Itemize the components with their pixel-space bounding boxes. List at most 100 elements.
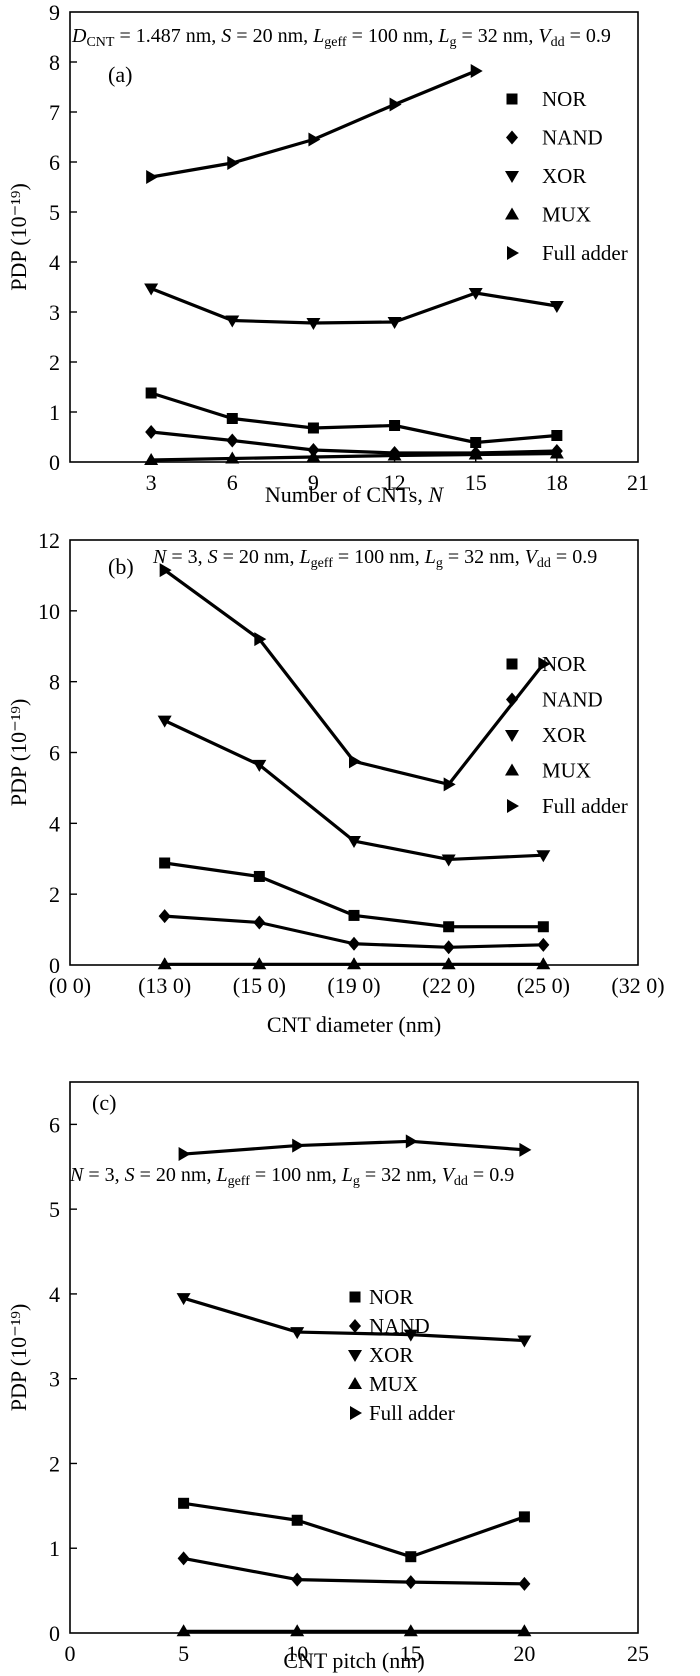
data-point [290, 1624, 305, 1637]
data-point [157, 957, 172, 970]
x-tick-label: 10 [286, 1641, 308, 1666]
y-tick-label: 5 [49, 200, 60, 225]
legend-label: MUX [369, 1372, 418, 1396]
y-tick-label: 2 [49, 350, 60, 375]
data-point [551, 430, 563, 441]
y-axis-label: PDP (10⁻¹⁹) [6, 699, 31, 807]
legend-label: NOR [542, 87, 586, 111]
data-point [443, 921, 455, 933]
y-tick-label: 9 [49, 0, 60, 25]
y-tick-label: 6 [49, 150, 60, 175]
legend-label: XOR [542, 164, 586, 188]
plot-frame [69, 11, 639, 463]
x-tick-label: 21 [627, 470, 649, 495]
series-nor [178, 1497, 530, 1563]
data-point [348, 909, 360, 921]
series-full-adder [178, 1134, 532, 1162]
data-point [253, 870, 265, 882]
data-point [176, 1293, 191, 1306]
y-tick-label: 4 [49, 250, 60, 275]
legend-marker [348, 1350, 362, 1362]
x-tick-label: (13 0) [138, 973, 191, 998]
legend-label: NAND [542, 126, 603, 150]
y-tick-label: 0 [49, 1621, 60, 1646]
data-point [308, 132, 321, 147]
series-mux [144, 446, 564, 465]
series-xor [144, 283, 564, 330]
data-point [517, 1335, 532, 1348]
chart-panel-2: (0 0) (13 0) (15 0) (19 0) (22 0) (25 0) (32 0… [6, 528, 665, 1037]
data-point [226, 413, 238, 424]
data-point [549, 301, 564, 313]
legend-marker [506, 658, 518, 670]
data-point [519, 1142, 532, 1157]
data-point [146, 170, 159, 184]
legend-marker [350, 1406, 362, 1420]
data-point [470, 64, 483, 78]
data-point [536, 957, 551, 970]
x-tick-label: (19 0) [327, 973, 380, 998]
x-tick-label: 6 [227, 470, 238, 495]
y-tick-label: 1 [49, 400, 60, 425]
y-tick-label: 0 [49, 953, 60, 978]
series-line [150, 69, 477, 179]
series-line [183, 1139, 525, 1156]
data-point [145, 387, 157, 399]
legend-label: NAND [542, 688, 603, 712]
y-tick-label: 2 [49, 882, 60, 907]
series-xor [176, 1293, 532, 1348]
data-point [349, 754, 361, 769]
legend-label: MUX [542, 203, 591, 227]
data-point [307, 422, 319, 434]
data-point [518, 1511, 530, 1523]
x-tick-label: (32 0) [611, 973, 664, 998]
legend-marker [505, 171, 519, 183]
y-axis-label: PDP (10⁻¹⁹) [6, 1304, 31, 1412]
legend-marker [505, 730, 519, 742]
data-point [403, 1329, 418, 1342]
parameter-annotation: N = 3, S = 20 nm, Lgeff = 100 nm, Lg = 3… [152, 546, 597, 571]
legend-label: Full adder [542, 241, 628, 265]
data-point [347, 836, 361, 849]
y-tick-label: 1 [49, 1536, 60, 1561]
data-point [405, 1134, 418, 1149]
plot-frame [69, 1081, 639, 1634]
y-tick-label: 8 [49, 670, 60, 695]
x-axis-label: CNT pitch (nm) [283, 1648, 424, 1673]
data-point [468, 447, 483, 460]
data-point [158, 909, 171, 924]
data-point [538, 656, 551, 671]
chart-panel-3: 0 5 10 15 20 25 0 1 2 3 4 5 6 CNT pitch (nm) PDP (10⁻¹… [6, 1081, 649, 1673]
data-point [389, 420, 401, 431]
data-point [159, 857, 171, 869]
data-point [468, 288, 483, 300]
series-line [183, 1296, 525, 1343]
data-point [159, 563, 172, 578]
legend: NOR NAND XOR MUX Full adder [505, 87, 628, 265]
series-line [150, 391, 557, 445]
data-point [470, 437, 482, 448]
data-point [549, 446, 564, 459]
data-point [157, 715, 172, 728]
legend-marker [506, 130, 518, 145]
data-point [306, 450, 321, 462]
series-line [151, 451, 557, 462]
series-mux [176, 1624, 532, 1637]
series-nand [158, 909, 550, 955]
series-nor [145, 387, 563, 448]
data-point [387, 448, 402, 461]
legend: NOR NAND XOR MUX Full adder [505, 652, 628, 818]
data-point [441, 957, 456, 970]
x-tick-label: 20 [513, 1641, 535, 1666]
series-xor [157, 715, 551, 867]
legend-label: NOR [369, 1285, 413, 1309]
x-tick-label: 18 [546, 470, 568, 495]
legend-marker [505, 763, 519, 776]
data-point [176, 1624, 191, 1637]
data-point [252, 957, 267, 970]
y-tick-label: 6 [49, 1112, 60, 1137]
y-tick-label: 6 [49, 741, 60, 766]
series-nand [177, 1551, 531, 1591]
series-line [150, 430, 557, 455]
data-point [227, 156, 240, 170]
